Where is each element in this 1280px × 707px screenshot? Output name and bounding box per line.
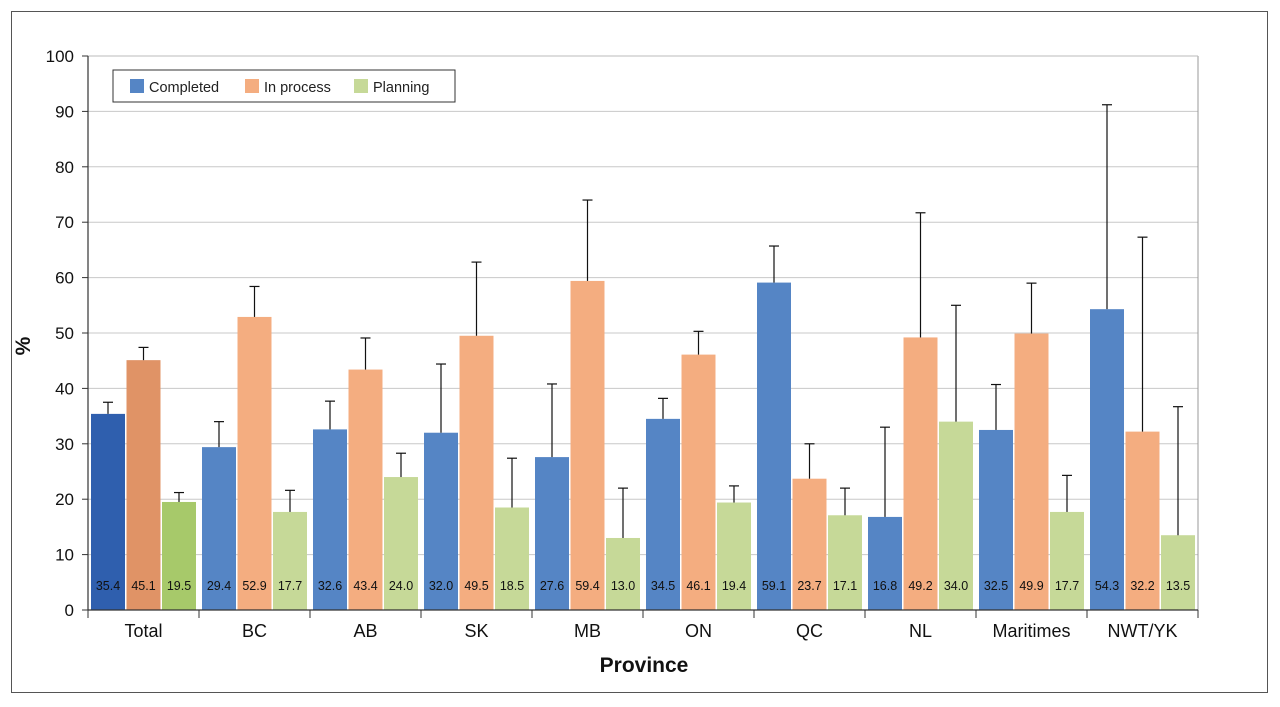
bar-nwt-yk-in-process [1125, 431, 1160, 610]
data-label: 34.0 [944, 579, 968, 593]
bar-maritimes-completed [979, 429, 1013, 610]
y-tick-label: 80 [55, 158, 74, 177]
x-tick-label: Maritimes [992, 621, 1070, 641]
data-label: 54.3 [1095, 579, 1119, 593]
bar-nl-completed [868, 516, 902, 610]
bar-nwt-yk-planning [1161, 535, 1195, 610]
bar-bc-planning [273, 511, 307, 610]
y-tick-label: 30 [55, 435, 74, 454]
x-tick-label: AB [353, 621, 377, 641]
bar-qc-completed [757, 282, 791, 610]
bar-qc-planning [828, 515, 862, 610]
legend-label: Planning [373, 80, 429, 96]
legend-box [112, 69, 456, 103]
data-label: 52.9 [242, 579, 266, 593]
chart-frame [11, 11, 1268, 693]
data-label: 13.5 [1166, 579, 1190, 593]
data-label: 43.4 [353, 579, 377, 593]
y-tick-label: 70 [55, 213, 74, 232]
y-tick-label: 10 [55, 546, 74, 565]
bar-nl-in-process [903, 337, 938, 610]
data-label: 49.2 [908, 579, 932, 593]
bar-on-completed [646, 418, 680, 610]
data-label: 29.4 [207, 579, 231, 593]
legend-swatch-in-process [245, 79, 259, 93]
bar-bc-completed [202, 447, 236, 610]
bar-total-planning [162, 501, 196, 610]
y-tick-label: 40 [55, 379, 74, 398]
data-label: 17.7 [278, 579, 302, 593]
legend-swatch-completed [130, 79, 144, 93]
x-tick-label: BC [242, 621, 267, 641]
bar-sk-completed [424, 432, 458, 610]
bar-mb-planning [606, 537, 640, 610]
data-label: 17.1 [833, 579, 857, 593]
bar-mb-in-process [570, 280, 605, 610]
x-tick-label: ON [685, 621, 712, 641]
bar-ab-planning [384, 477, 418, 610]
legend-label: Completed [149, 80, 219, 96]
data-label: 32.0 [429, 579, 453, 593]
bar-bc-in-process [237, 316, 272, 610]
bar-maritimes-in-process [1014, 333, 1049, 610]
bar-sk-in-process [459, 335, 494, 610]
bar-mb-completed [535, 457, 569, 610]
legend-label: In process [264, 80, 331, 96]
y-tick-label: 0 [65, 601, 74, 620]
y-tick-label: 60 [55, 269, 74, 288]
y-tick-label: 90 [55, 102, 74, 121]
x-tick-label: NWT/YK [1108, 621, 1178, 641]
data-label: 19.5 [167, 579, 191, 593]
bar-nl-planning [939, 421, 973, 610]
data-label: 19.4 [722, 579, 746, 593]
data-label: 18.5 [500, 579, 524, 593]
data-label: 45.1 [131, 579, 155, 593]
data-label: 24.0 [389, 579, 413, 593]
x-tick-label: Total [124, 621, 162, 641]
data-label: 27.6 [540, 579, 564, 593]
data-label: 13.0 [611, 579, 635, 593]
data-label: 17.7 [1055, 579, 1079, 593]
data-label: 59.4 [575, 579, 599, 593]
data-label: 49.5 [464, 579, 488, 593]
x-tick-label: QC [796, 621, 823, 641]
data-label: 32.2 [1130, 579, 1154, 593]
bar-on-planning [717, 502, 751, 610]
bar-qc-in-process [792, 478, 827, 610]
data-label: 59.1 [762, 579, 786, 593]
bar-nwt-yk-completed [1090, 309, 1124, 610]
y-tick-label: 20 [55, 490, 74, 509]
bar-on-in-process [681, 354, 716, 610]
y-axis-title: % [12, 336, 35, 355]
data-label: 16.8 [873, 579, 897, 593]
bar-maritimes-planning [1050, 511, 1084, 610]
data-label: 34.5 [651, 579, 675, 593]
data-label: 32.5 [984, 579, 1008, 593]
data-label: 49.9 [1019, 579, 1043, 593]
y-tick-label: 50 [55, 324, 74, 343]
bar-ab-completed [313, 429, 347, 610]
y-tick-label: 100 [46, 47, 74, 66]
data-label: 46.1 [686, 579, 710, 593]
legend-swatch-planning [354, 79, 368, 93]
data-label: 32.6 [318, 579, 342, 593]
data-label: 35.4 [96, 579, 120, 593]
x-tick-label: NL [909, 621, 932, 641]
bar-ab-in-process [348, 369, 383, 610]
x-axis-title: Province [600, 654, 689, 677]
x-tick-label: SK [464, 621, 488, 641]
data-label: 23.7 [797, 579, 821, 593]
bar-total-completed [91, 413, 125, 610]
x-tick-label: MB [574, 621, 601, 641]
bar-sk-planning [495, 507, 529, 610]
bar-total-in-process [126, 360, 161, 610]
